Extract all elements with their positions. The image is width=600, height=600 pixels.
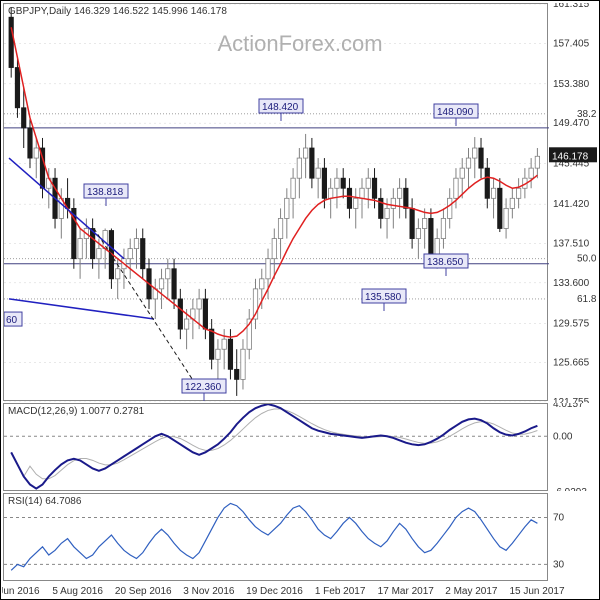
svg-text:148.420: 148.420 (262, 102, 299, 113)
rsi-panel: RSI(14) 64.7086 (3, 493, 548, 581)
svg-text:15 Jun 2017: 15 Jun 2017 (509, 586, 564, 597)
macd-y-axis: -6.9293 0.00 4.0157 (549, 403, 599, 491)
symbol-label: GBPJPY,Daily (8, 6, 71, 17)
rsi-chart-svg (4, 494, 549, 582)
svg-text:157.405: 157.405 (553, 38, 590, 49)
svg-text:141.420: 141.420 (553, 199, 590, 210)
svg-text:138.650: 138.650 (427, 257, 464, 268)
svg-text:3 Nov 2016: 3 Nov 2016 (183, 586, 235, 597)
svg-text:129.575: 129.575 (553, 318, 590, 329)
x-axis: 22 Jun 2016 5 Aug 2016 20 Sep 2016 3 Nov 20… (2, 582, 600, 600)
svg-text:125.665: 125.665 (553, 358, 590, 369)
svg-text:135.580: 135.580 (365, 292, 402, 303)
svg-text:38.2: 38.2 (577, 109, 597, 120)
watermark: ActionForex.com (217, 31, 382, 57)
svg-text:153.380: 153.380 (553, 79, 590, 90)
svg-text:5 Aug 2016: 5 Aug 2016 (52, 586, 103, 597)
main-panel-header: GBPJPY,Daily 146.329 146.522 145.996 146… (8, 6, 227, 17)
svg-text:61.8: 61.8 (577, 294, 597, 305)
macd-chart-svg (4, 404, 549, 492)
svg-text:30: 30 (553, 559, 565, 570)
rsi-y-axis: 30 70 (549, 493, 599, 581)
svg-text:149.470: 149.470 (553, 118, 590, 129)
svg-text:0.00: 0.00 (553, 431, 573, 442)
svg-text:4.0157: 4.0157 (553, 403, 584, 410)
svg-text:22 Jun 2016: 22 Jun 2016 (2, 586, 40, 597)
svg-text:20 Sep 2016: 20 Sep 2016 (115, 586, 172, 597)
chart-container: ActionForex.com GBPJPY,Daily 146.329 146… (0, 0, 600, 600)
ohlc-open: 146.329 (74, 6, 110, 17)
ohlc-close: 146.178 (191, 6, 227, 17)
svg-text:-6.9293: -6.9293 (553, 487, 587, 491)
macd-panel: MACD(12,26,9) 1.0077 0.2781 (3, 403, 548, 491)
y-axis: 121.755125.665129.575133.600137.510141.4… (549, 3, 599, 403)
svg-text:133.600: 133.600 (553, 278, 590, 289)
macd-header: MACD(12,26,9) 1.0077 0.2781 (8, 406, 144, 417)
svg-text:138.818: 138.818 (87, 187, 124, 198)
svg-text:148.090: 148.090 (437, 107, 474, 118)
main-chart-svg: 138.818 122.360 148.420 135.580 148.090 138.6… (4, 4, 549, 402)
ohlc-high: 146.522 (113, 6, 149, 17)
svg-text:161.315: 161.315 (553, 3, 590, 10)
svg-text:137.510: 137.510 (553, 238, 590, 249)
ohlc-low: 145.996 (152, 6, 188, 17)
svg-text:146.178: 146.178 (552, 151, 589, 162)
svg-text:60: 60 (6, 315, 18, 326)
svg-text:122.360: 122.360 (185, 382, 222, 393)
svg-text:50.0: 50.0 (577, 254, 597, 265)
svg-text:17 Mar 2017: 17 Mar 2017 (378, 586, 435, 597)
rsi-header: RSI(14) 64.7086 (8, 496, 81, 507)
main-price-panel: GBPJPY,Daily 146.329 146.522 145.996 146… (3, 3, 548, 401)
svg-text:2 May 2017: 2 May 2017 (445, 586, 498, 597)
svg-text:70: 70 (553, 512, 565, 523)
svg-text:19 Dec 2016: 19 Dec 2016 (246, 586, 303, 597)
svg-text:1 Feb 2017: 1 Feb 2017 (315, 586, 366, 597)
